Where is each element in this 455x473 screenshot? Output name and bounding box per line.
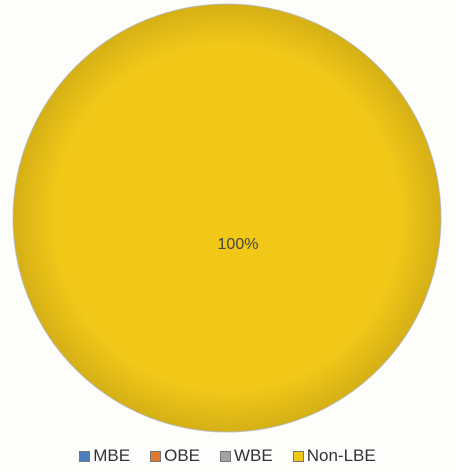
legend-label-mbe: MBE bbox=[93, 446, 131, 465]
legend-swatch-wbe bbox=[220, 450, 232, 462]
legend-item-mbe: MBE bbox=[79, 446, 130, 466]
pie-slices bbox=[12, 3, 442, 433]
legend-swatch-obe bbox=[150, 450, 162, 462]
legend-item-obe: OBE bbox=[150, 446, 200, 466]
legend-item-non-lbe: Non-LBE bbox=[292, 446, 376, 466]
legend-label-obe: OBE bbox=[164, 446, 201, 465]
pie-slice-non-lbe bbox=[12, 3, 442, 433]
legend-label-non-lbe: Non-LBE bbox=[306, 446, 376, 465]
legend-item-wbe: WBE bbox=[220, 446, 273, 466]
legend-label-wbe: WBE bbox=[234, 446, 273, 465]
chart-legend: MBE OBE WBE Non-LBE bbox=[0, 446, 455, 466]
legend-swatch-mbe bbox=[79, 450, 91, 462]
data-label-non-lbe: 100% bbox=[218, 236, 259, 253]
legend-swatch-non-lbe bbox=[292, 450, 304, 462]
